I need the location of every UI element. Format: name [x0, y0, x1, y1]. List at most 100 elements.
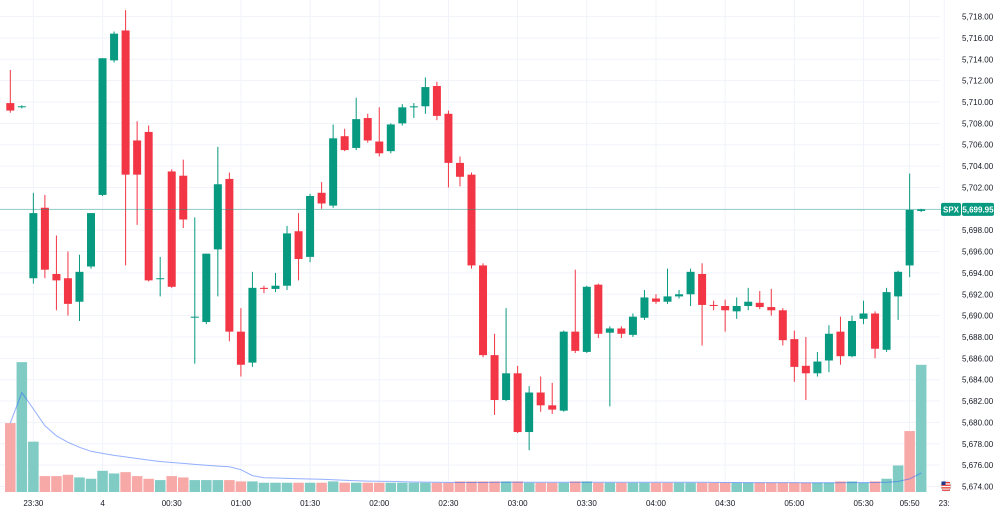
- volume-bar: [316, 482, 327, 492]
- candle-up: [582, 285, 591, 353]
- candle-up: [905, 173, 914, 278]
- candle-up: [824, 325, 833, 373]
- candle-body: [40, 207, 49, 270]
- volume-bar: [397, 482, 408, 492]
- candle-body: [294, 231, 303, 260]
- volume-bar: [281, 482, 293, 492]
- candle-body: [917, 209, 926, 211]
- x-tick-label: 05:00: [784, 499, 805, 508]
- candle-down: [179, 159, 188, 229]
- x-axis[interactable]: 23:30 4 00:30 01:00 01:30 02:00 02:30 03:00 03:3…: [23, 499, 949, 508]
- y-tick-label: 5,698.00: [962, 226, 994, 235]
- candle-body: [801, 365, 810, 374]
- candle-down: [651, 294, 660, 304]
- candle-body: [628, 316, 637, 335]
- volume-bar: [835, 481, 846, 492]
- candle-down: [167, 169, 176, 288]
- volume-bar: [685, 482, 696, 492]
- candle-up: [329, 124, 338, 208]
- candle-down: [363, 113, 372, 143]
- candle-down: [871, 311, 880, 359]
- candle-up: [663, 268, 672, 304]
- volume-bar: [97, 470, 108, 492]
- candle-body: [156, 278, 165, 280]
- x-tick-label: 04:00: [646, 499, 667, 508]
- candle-body: [236, 331, 245, 365]
- candle-body: [790, 339, 799, 367]
- candle-up: [847, 315, 856, 358]
- candle-down: [479, 263, 488, 358]
- candle-body: [352, 119, 361, 148]
- candle-body: [559, 331, 568, 411]
- volume-bar: [915, 364, 927, 492]
- y-tick-label: 5,680.00: [962, 418, 994, 427]
- volume-bar: [489, 481, 500, 492]
- candle-up: [628, 313, 637, 337]
- candle-up: [732, 297, 741, 319]
- x-tick-label: 4: [100, 499, 105, 508]
- volume-bar: [443, 482, 454, 492]
- candle-body: [698, 273, 707, 305]
- candle-body: [179, 175, 188, 220]
- candle-body: [421, 87, 430, 107]
- candle-body: [663, 296, 672, 302]
- y-tick-label: 5,694.00: [962, 269, 994, 278]
- volume-bar: [512, 481, 523, 492]
- candle-body: [905, 209, 914, 266]
- candle-body: [363, 118, 372, 141]
- candle-body: [744, 301, 753, 307]
- candle-body: [259, 287, 268, 289]
- candle-down: [294, 213, 303, 281]
- y-tick-label: 5,696.00: [962, 248, 994, 257]
- candle-up: [882, 287, 891, 352]
- y-axis[interactable]: 5,718.00 5,716.00 5,714.00 5,712.00 5,710.00…: [962, 13, 994, 492]
- candle-up: [98, 58, 107, 197]
- candle-down: [801, 336, 810, 400]
- y-tick-label: 5,716.00: [962, 34, 994, 43]
- candle-down: [340, 128, 349, 152]
- volume-bar: [731, 482, 742, 492]
- candle-down: [375, 107, 384, 157]
- candle-down: [490, 333, 499, 415]
- volume-bar: [823, 482, 835, 492]
- x-tick-label: 03:30: [577, 499, 598, 508]
- candle-up: [306, 193, 315, 263]
- y-tick-label: 5,702.00: [962, 183, 994, 192]
- candle-body: [536, 392, 545, 406]
- volume-bar: [51, 476, 62, 492]
- candle-body: [617, 328, 626, 334]
- volume-bar: [777, 482, 789, 492]
- candle-down: [63, 251, 72, 316]
- volume-bar: [108, 473, 120, 492]
- candle-body: [271, 285, 280, 289]
- candle-down: [432, 81, 441, 121]
- volume-bar: [881, 478, 892, 492]
- candle-body: [6, 103, 15, 111]
- volume-bar: [616, 482, 627, 492]
- last-price-label: 5,699.95: [962, 205, 994, 214]
- volume-bar: [154, 480, 166, 492]
- candle-body: [651, 298, 660, 302]
- candle-body: [317, 192, 326, 204]
- volume-bar: [120, 472, 131, 492]
- candle-up: [894, 270, 903, 320]
- candle-down: [755, 291, 764, 310]
- volume-bar: [593, 482, 604, 492]
- candle-down: [617, 326, 626, 339]
- candle-body: [882, 292, 891, 350]
- volume-bar: [846, 481, 858, 492]
- x-tick-label: 05:50: [900, 499, 921, 508]
- volume-bar: [131, 476, 143, 492]
- volume-bar: [904, 431, 915, 492]
- last-price-badge: SPX 5,699.95: [941, 202, 994, 216]
- x-tick-label: 01:30: [300, 499, 321, 508]
- y-tick-label: 5,712.00: [962, 77, 994, 86]
- candle-body: [17, 106, 26, 108]
- candle-body: [513, 373, 522, 433]
- candle-down: [317, 182, 326, 209]
- candle-body: [248, 287, 257, 363]
- candle-up: [409, 103, 418, 119]
- candle-body: [594, 284, 603, 334]
